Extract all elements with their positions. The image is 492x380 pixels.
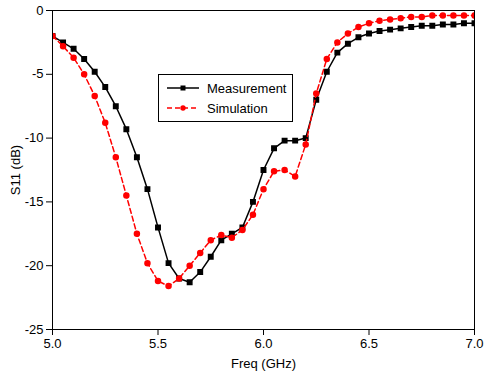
svg-text:0: 0 bbox=[36, 3, 43, 18]
svg-text:6.0: 6.0 bbox=[254, 336, 272, 351]
svg-text:-5: -5 bbox=[32, 66, 44, 81]
html-text:Measurement: Measurement bbox=[207, 80, 287, 96]
svg-text:5.0: 5.0 bbox=[43, 336, 61, 351]
svg-text:5.5: 5.5 bbox=[149, 336, 167, 351]
svg-text:-15: -15 bbox=[25, 194, 44, 209]
svg-text:-20: -20 bbox=[25, 258, 44, 273]
svg-text:7.0: 7.0 bbox=[465, 336, 483, 351]
svg-text:6.5: 6.5 bbox=[360, 336, 378, 351]
html-text:Simulation: Simulation bbox=[207, 100, 268, 116]
svg-text:S11 (dB): S11 (dB) bbox=[8, 145, 23, 195]
svg-text:Freq (GHz): Freq (GHz) bbox=[231, 356, 296, 371]
svg-text:-25: -25 bbox=[25, 322, 44, 337]
svg-text:-10: -10 bbox=[25, 130, 44, 145]
